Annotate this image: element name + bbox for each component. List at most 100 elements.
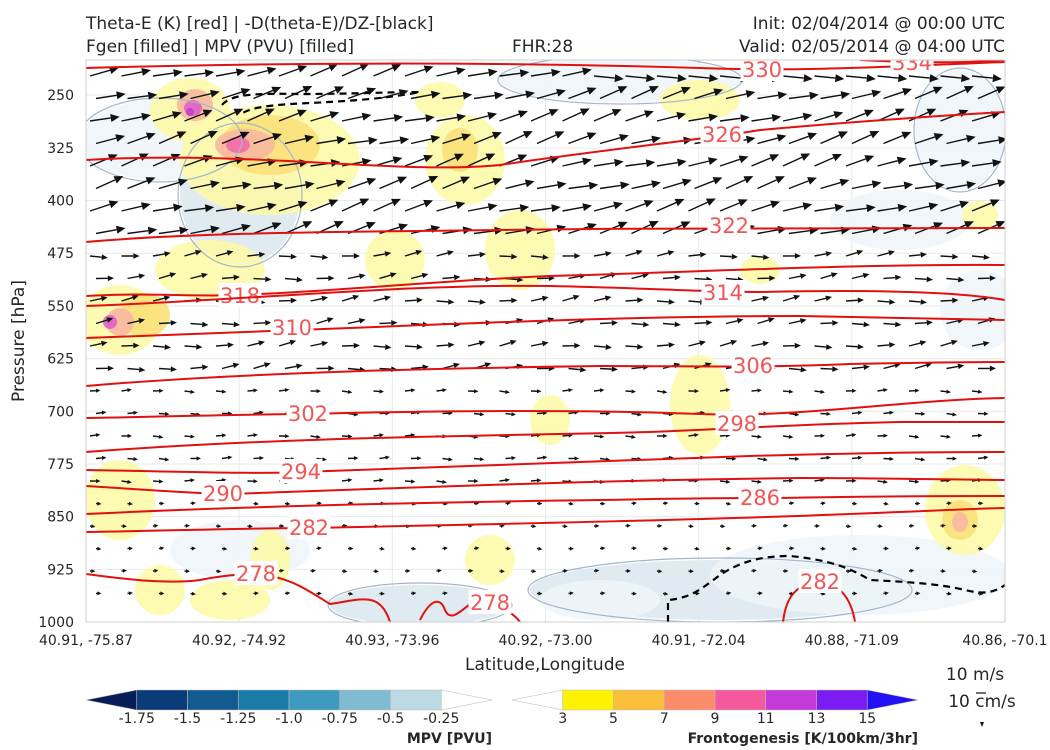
wind-vector-shaft: [221, 134, 242, 145]
theta-e-line: [86, 263, 1005, 297]
wind-vector-head: [632, 546, 637, 551]
wind-vector-head: [554, 131, 565, 139]
wind-vector-shaft: [158, 367, 171, 370]
wind-vector-head: [825, 251, 833, 257]
wind-vector-head: [853, 591, 858, 596]
theta-e-label: 314: [703, 281, 743, 305]
wind-vector-shaft: [662, 181, 684, 190]
wind-vector-shaft: [946, 224, 966, 235]
wind-vector-shaft: [562, 70, 584, 77]
wind-vector-shaft: [971, 202, 992, 212]
field-blob: [540, 580, 660, 620]
wind-vector-head: [399, 136, 410, 145]
wind-vector-head: [569, 501, 574, 506]
field-blob: [190, 580, 270, 620]
wind-vector-head: [551, 68, 561, 77]
colorbar-segment: [237, 689, 290, 711]
colorbar-segment: [613, 689, 665, 711]
wind-vector-shaft: [499, 479, 506, 482]
wind-vector-shaft: [694, 91, 715, 100]
wind-vector-head: [727, 501, 732, 506]
wind-vector-shaft: [436, 204, 457, 212]
wind-vector-shaft: [121, 205, 143, 212]
field-blob: [330, 585, 510, 622]
wind-vector-shaft: [499, 207, 521, 212]
wind-vector-head: [456, 113, 467, 122]
wind-vector-shaft: [625, 435, 632, 438]
wind-vector-shaft: [158, 274, 171, 280]
wind-vector-head: [163, 295, 171, 301]
wind-vector-head: [658, 523, 663, 528]
wind-vector-head: [347, 478, 353, 483]
wind-vector-head: [333, 221, 344, 229]
wind-vector-head: [762, 254, 770, 260]
wind-vector-shaft: [467, 300, 480, 303]
wind-vector-shaft: [883, 184, 905, 190]
wind-vector-head: [548, 109, 559, 117]
wind-vector-head: [158, 479, 164, 484]
wind-vector-head: [141, 68, 151, 76]
wind-vector-shaft: [757, 457, 764, 461]
colorbar-tick: -1.75: [119, 711, 155, 727]
wind-vector-shaft: [908, 300, 921, 303]
wind-vector-head: [582, 203, 593, 212]
wind-vector-shaft: [221, 91, 243, 100]
wind-vector-head: [605, 344, 612, 350]
wind-vector-head: [950, 339, 958, 346]
wind-vector-head: [127, 388, 132, 393]
wind-vector-shaft: [284, 184, 306, 190]
wind-vector-head: [601, 591, 606, 596]
wind-vector-shaft: [883, 134, 904, 145]
wind-vector-head: [519, 69, 530, 78]
wind-vector-shaft: [656, 201, 677, 212]
wind-vector-shaft: [568, 275, 581, 280]
wind-vector-shaft: [782, 75, 804, 79]
wind-vector-shaft: [530, 159, 552, 167]
wind-vector-shaft: [625, 75, 647, 79]
wind-vector-head: [601, 501, 606, 506]
wind-vector-shaft: [121, 296, 133, 302]
wind-vector-head: [776, 134, 787, 142]
wind-vector-head: [506, 546, 511, 551]
wind-vector-head: [329, 111, 340, 119]
wind-vector-shaft: [814, 75, 836, 79]
colorbar-tick: -0.75: [322, 711, 358, 727]
wind-vector-head: [771, 113, 782, 122]
wind-vector-shaft: [310, 255, 323, 258]
wind-vector-shaft: [89, 434, 97, 437]
wind-vector-head: [469, 568, 474, 573]
wind-vector-shaft: [152, 156, 173, 167]
wind-vector-head: [676, 112, 687, 120]
wind-vector-shaft: [851, 183, 873, 190]
wind-vector-head: [479, 299, 486, 305]
wind-vector-shaft: [347, 140, 369, 145]
wind-vector-shaft: [184, 158, 205, 167]
wind-vector-shaft: [89, 342, 102, 347]
wind-vector-head: [725, 388, 731, 393]
wind-vector-head: [532, 524, 537, 529]
wind-vector-head: [599, 434, 605, 439]
wind-vector-shaft: [814, 114, 835, 122]
wind-vector-shaft: [631, 274, 644, 280]
wind-vector-head: [916, 546, 921, 551]
wind-vector-head: [201, 364, 209, 371]
wind-vector-head: [582, 67, 592, 76]
wind-vector-head: [415, 249, 423, 256]
wind-vector-head: [992, 159, 1002, 168]
colorbar-tick: -1.0: [275, 711, 302, 727]
wind-vector-head: [694, 433, 699, 438]
wind-vector-shaft: [184, 72, 206, 77]
wind-vector-shaft: [688, 201, 708, 212]
wind-vector-shaft: [152, 435, 160, 438]
wind-vector-shaft: [656, 115, 678, 122]
wind-vector-head: [538, 591, 543, 596]
colorbar-segment: [187, 689, 239, 711]
wind-vector-shaft: [656, 344, 669, 347]
wind-vector-head: [290, 297, 297, 304]
theta-e-line: [86, 61, 1005, 71]
wind-vector-shaft: [631, 183, 653, 190]
wind-vector-shaft: [946, 184, 968, 190]
wind-vector-head: [223, 591, 228, 596]
wind-vector-shaft: [782, 390, 790, 393]
wind-vector-head: [265, 276, 272, 283]
